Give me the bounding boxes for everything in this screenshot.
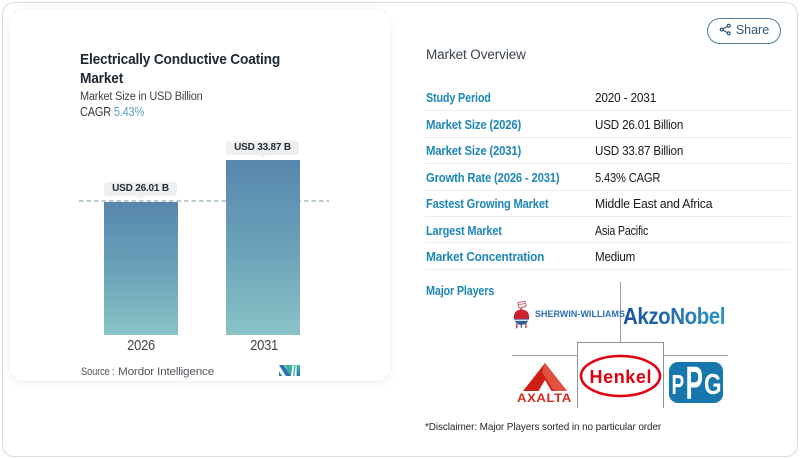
svg-text:G: G <box>704 367 722 400</box>
svg-text:P: P <box>686 362 703 403</box>
svg-text:P: P <box>672 369 685 401</box>
svg-text:Henkel: Henkel <box>590 367 652 387</box>
